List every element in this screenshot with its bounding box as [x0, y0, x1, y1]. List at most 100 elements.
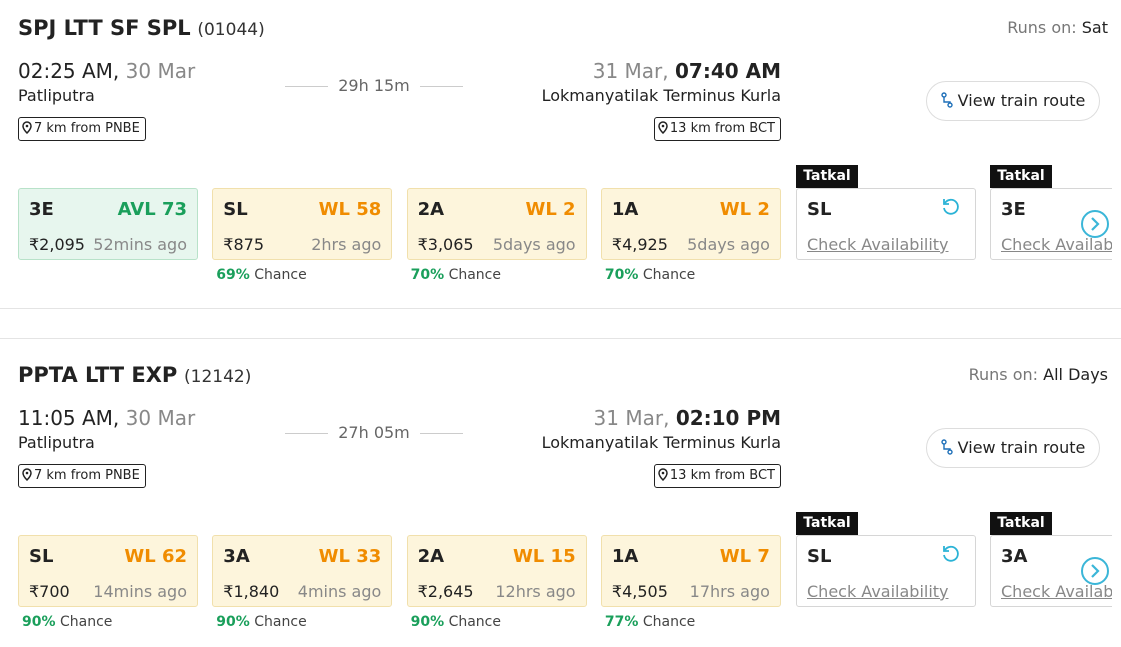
tatkal-card[interactable]: 3E Check Availability [990, 188, 1112, 260]
fare: ₹700 [29, 582, 70, 601]
refresh-icon[interactable] [941, 197, 961, 221]
fare: ₹4,505 [611, 582, 668, 601]
duration-line [285, 86, 328, 87]
tatkal-card[interactable]: SL Check Availability [796, 535, 976, 607]
chance: 90% Chance [411, 614, 501, 630]
tatkal-card[interactable]: SL Check Availability [796, 188, 976, 260]
runs-days: Sat [1081, 18, 1108, 37]
status: WL 2 [719, 199, 770, 220]
scroll-arrow [1081, 557, 1109, 585]
status: WL 58 [318, 199, 382, 220]
time: 02:10 PM [675, 406, 781, 430]
class-card[interactable]: 3E AVL 73 ₹2,095 52mins ago [18, 188, 198, 260]
scroll-arrow [1081, 210, 1109, 238]
class-card[interactable]: 2A WL 15 ₹2,645 12hrs ago [406, 535, 587, 607]
chance-pct: 77% [604, 614, 639, 630]
updated: 12hrs ago [495, 582, 576, 601]
chance-pct: 90% [410, 614, 445, 630]
pin-icon [658, 121, 668, 135]
train-number: (01044) [197, 20, 265, 40]
check-availability[interactable]: Check Availability [807, 235, 949, 254]
updated: 5days ago [687, 235, 770, 254]
distance: 13 km from BCT [669, 121, 775, 136]
route-icon [940, 439, 953, 455]
button-label: View train route [957, 91, 1086, 110]
duration: 29h 15m [338, 76, 410, 95]
train-name: SPJ LTT SF SPL [18, 16, 191, 40]
time: 07:40 AM [674, 59, 781, 83]
class-code: 3E [1001, 199, 1026, 220]
train-card: PPTA LTT EXP (12142) Runs on: All Days 11:… [0, 347, 1121, 647]
distance: 13 km from BCT [669, 468, 775, 483]
chance-label: Chance [642, 614, 696, 630]
updated: 17hrs ago [689, 582, 770, 601]
departure-time: 11:05 AM, 30 Mar [18, 406, 195, 430]
tatkal-badge: Tatkal [990, 512, 1052, 535]
chance-label: Chance [448, 267, 501, 283]
runs-label: Runs on: [968, 365, 1039, 384]
class-card[interactable]: 1A WL 2 ₹4,925 5days ago [600, 188, 781, 260]
class-code: SL [807, 199, 832, 220]
pin-icon [22, 121, 32, 135]
scroll-right[interactable] [1080, 209, 1110, 243]
class-code: SL [223, 199, 248, 220]
chance-pct: 70% [410, 267, 445, 283]
class-code: 2A [417, 546, 445, 567]
status: WL 2 [525, 199, 576, 220]
train-title: PPTA LTT EXP (12142) [18, 361, 251, 391]
date: 30 Mar [125, 406, 196, 430]
check-availability[interactable]: Check Availability [807, 582, 949, 601]
class-card[interactable]: 3A WL 33 ₹1,840 4mins ago [212, 535, 393, 607]
chance: 70% Chance [605, 267, 695, 283]
arrival-station: Lokmanyatilak Terminus Kurla [541, 433, 781, 452]
date: 31 Mar, [593, 406, 670, 430]
status: WL 62 [124, 546, 187, 567]
runs-days: All Days [1043, 365, 1108, 384]
distance-badge: 7 km from PNBE [18, 117, 146, 141]
train-name: PPTA LTT EXP [18, 363, 178, 387]
class-code: 3A [223, 546, 250, 567]
button-label: View train route [957, 438, 1086, 457]
view-route-button[interactable]: View train route [926, 428, 1100, 468]
tatkal-badge: Tatkal [796, 165, 858, 188]
class-code: 3E [29, 199, 54, 220]
tatkal-card[interactable]: 3A Check Availability [990, 535, 1112, 607]
check-availability[interactable]: Check Availability [1001, 235, 1112, 254]
chance: 77% Chance [605, 614, 695, 630]
scroll-right[interactable] [1080, 556, 1110, 590]
distance-badge: 13 km from BCT [653, 464, 781, 488]
time: 11:05 AM, [18, 406, 120, 430]
class-card[interactable]: 1A WL 7 ₹4,505 17hrs ago [600, 535, 781, 607]
updated: 5days ago [492, 235, 576, 254]
fare: ₹1,840 [223, 582, 280, 601]
chance: 90% Chance [216, 614, 306, 630]
chance-pct: 70% [604, 267, 639, 283]
chance: 69% Chance [216, 267, 306, 283]
tatkal-badge: Tatkal [990, 165, 1052, 188]
arrival-time: 31 Mar, 07:40 AM [593, 59, 781, 83]
runs-on: Runs on: All Days [969, 365, 1108, 384]
departure-time: 02:25 AM, 30 Mar [18, 59, 195, 83]
chance-label: Chance [254, 614, 307, 630]
class-card[interactable]: SL WL 58 ₹875 2hrs ago [212, 188, 393, 260]
route-icon [940, 92, 953, 108]
class-code: 2A [417, 199, 445, 220]
refresh-svg [943, 545, 959, 562]
check-availability[interactable]: Check Availability [1001, 582, 1112, 601]
distance-badge: 13 km from BCT [653, 117, 781, 141]
fare: ₹2,645 [417, 582, 474, 601]
view-route-button[interactable]: View train route [926, 81, 1100, 121]
date: 31 Mar, [592, 59, 669, 83]
class-card[interactable]: SL WL 62 ₹700 14mins ago [18, 535, 198, 607]
status: WL 33 [318, 546, 382, 567]
chance-pct: 90% [22, 614, 56, 630]
separator [0, 308, 1121, 309]
tatkal-strip: Tatkal SL Check Availability Tatkal 3E Check … [796, 160, 1112, 270]
separator [0, 338, 1121, 339]
class-card[interactable]: 2A WL 2 ₹3,065 5days ago [406, 188, 587, 260]
chance: 70% Chance [411, 267, 501, 283]
fare: ₹875 [223, 235, 265, 254]
class-code: 1A [611, 199, 639, 220]
refresh-icon[interactable] [941, 544, 961, 568]
